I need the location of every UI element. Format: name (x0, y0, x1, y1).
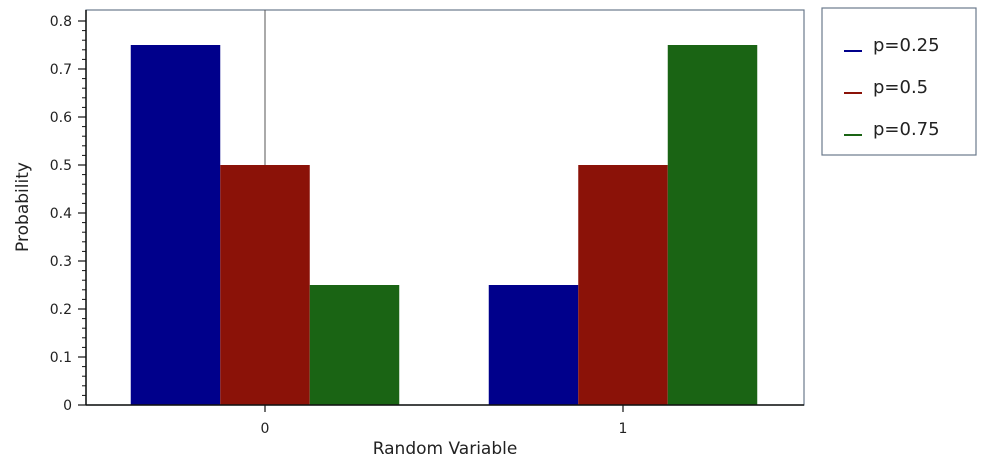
x-tick-label: 1 (619, 421, 628, 437)
y-tick-label: 0.3 (50, 254, 72, 270)
y-tick-label: 0.2 (50, 302, 72, 318)
y-tick-label: 0 (63, 398, 72, 414)
bar-p=0.5-x1 (578, 165, 668, 405)
bar-p=0.75-x0 (309, 285, 400, 405)
legend-label: p=0.5 (873, 77, 928, 98)
bar-p=0.75-x1 (667, 45, 758, 405)
y-tick-label: 0.5 (50, 158, 72, 174)
x-tick-label: 0 (261, 421, 270, 437)
y-axis-title: Probability (13, 162, 33, 252)
y-axis-ticks: 0 0.1 0.2 0.3 0.4 0.5 0.6 0.7 0.8 (50, 14, 86, 414)
y-tick-label: 0.4 (50, 206, 72, 222)
y-tick-label: 0.1 (50, 350, 72, 366)
y-tick-label: 0.7 (50, 62, 72, 78)
y-tick-label: 0.8 (50, 14, 72, 30)
legend-label: p=0.75 (873, 119, 940, 140)
legend-label: p=0.25 (873, 35, 940, 56)
legend-box (821, 7, 977, 156)
x-axis-title: Random Variable (373, 439, 518, 459)
bar-p=0.25-x1 (488, 285, 579, 405)
legend: p=0.25 p=0.5 p=0.75 (844, 35, 940, 140)
bar-p=0.5-x0 (220, 165, 310, 405)
bar-p=0.25-x0 (130, 45, 221, 405)
y-tick-label: 0.6 (50, 110, 72, 126)
bars-group (130, 45, 758, 405)
